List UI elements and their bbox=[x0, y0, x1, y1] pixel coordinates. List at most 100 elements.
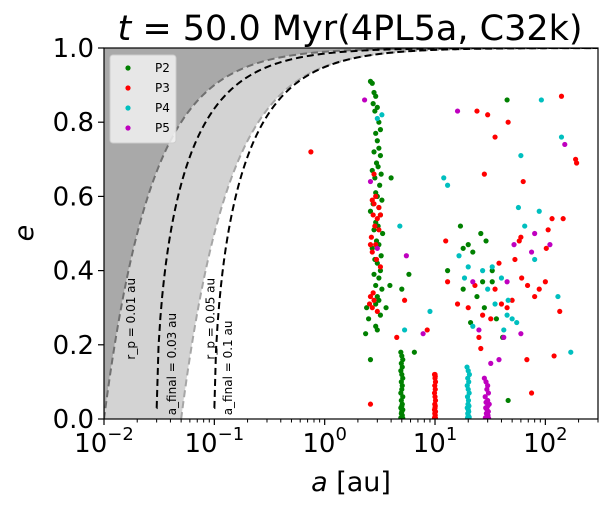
point-P4 bbox=[374, 115, 380, 122]
x-tick-label: 100 bbox=[302, 424, 347, 459]
point-P3 bbox=[524, 357, 530, 363]
point-P3 bbox=[542, 279, 548, 285]
y-axis: 0.0 0.2 0.4 0.6 0.8 1.0 bbox=[53, 34, 104, 435]
point-P4 bbox=[501, 327, 507, 333]
y-tick-label: 0.8 bbox=[53, 108, 94, 138]
point-P2 bbox=[460, 286, 466, 292]
point-P3 bbox=[373, 193, 379, 199]
point-P2 bbox=[373, 93, 379, 99]
point-P3 bbox=[549, 216, 555, 222]
point-P4 bbox=[489, 264, 495, 270]
point-P2 bbox=[478, 230, 484, 237]
point-P4 bbox=[505, 297, 511, 303]
point-P5 bbox=[374, 245, 380, 251]
point-P5 bbox=[518, 331, 524, 337]
point-P3 bbox=[560, 216, 566, 222]
point-P3 bbox=[557, 308, 563, 315]
point-P4 bbox=[509, 316, 515, 322]
point-P4 bbox=[480, 268, 486, 274]
point-P2 bbox=[377, 152, 384, 159]
point-P2 bbox=[411, 349, 417, 355]
point-P4 bbox=[538, 97, 544, 103]
y-axis-label: e bbox=[9, 225, 40, 242]
point-P3 bbox=[377, 212, 384, 218]
x-axis: 10−2 10−1 100 101 102 bbox=[74, 419, 599, 459]
curve-labels: r_p = 0.01 au r_p = 0.05 au a_final = 0.03… bbox=[124, 278, 235, 415]
point-P4 bbox=[485, 286, 491, 292]
point-P4 bbox=[401, 327, 408, 333]
point-P3 bbox=[369, 249, 375, 255]
point-P3 bbox=[492, 286, 498, 292]
point-P2 bbox=[369, 80, 375, 86]
chart-title: t = 50.0 Myr(4PL5a, C32k) bbox=[117, 9, 582, 49]
point-P3 bbox=[444, 279, 451, 285]
point-P2 bbox=[374, 104, 380, 110]
point-P3 bbox=[377, 264, 384, 270]
point-P2 bbox=[406, 271, 412, 277]
legend-marker-P5 bbox=[125, 125, 131, 131]
point-P2 bbox=[372, 108, 378, 114]
x-tick-label: 102 bbox=[523, 424, 568, 459]
x-axis-label: a [au] bbox=[311, 467, 391, 498]
point-P3 bbox=[532, 293, 538, 300]
point-P4 bbox=[427, 308, 433, 315]
point-P2 bbox=[388, 175, 394, 181]
point-P3 bbox=[369, 305, 375, 311]
point-P3 bbox=[374, 216, 380, 222]
point-P2 bbox=[377, 312, 384, 318]
point-P2 bbox=[383, 305, 389, 311]
point-P3 bbox=[394, 334, 400, 340]
point-P5 bbox=[420, 331, 426, 337]
y-tick-label: 1.0 bbox=[53, 34, 94, 64]
point-P2 bbox=[373, 130, 379, 136]
point-P2 bbox=[363, 331, 369, 337]
legend-marker-P3 bbox=[125, 85, 131, 91]
point-P2 bbox=[376, 145, 382, 151]
point-P3 bbox=[543, 245, 549, 251]
curve-label-afinal-0.1: a_final = 0.1 au bbox=[221, 321, 235, 416]
point-P2 bbox=[379, 197, 385, 203]
point-P3 bbox=[518, 234, 524, 240]
point-P2 bbox=[504, 97, 510, 103]
point-P3 bbox=[524, 282, 531, 289]
legend-label-P3: P3 bbox=[155, 81, 170, 95]
point-P2 bbox=[387, 282, 393, 289]
point-P2 bbox=[371, 271, 377, 277]
y-tick-label: 0.4 bbox=[53, 257, 94, 287]
point-P3 bbox=[551, 353, 557, 359]
point-P2 bbox=[460, 245, 466, 251]
point-P3 bbox=[505, 119, 511, 125]
point-P2 bbox=[493, 316, 499, 322]
point-P3 bbox=[476, 334, 482, 340]
x-tick-label: 10−1 bbox=[185, 424, 245, 459]
point-P2 bbox=[470, 249, 476, 255]
point-P2 bbox=[365, 316, 372, 322]
point-P3 bbox=[528, 390, 535, 396]
point-P3 bbox=[485, 112, 491, 118]
point-P2 bbox=[481, 305, 487, 311]
legend-label-P2: P2 bbox=[155, 61, 170, 75]
point-P2 bbox=[465, 242, 471, 248]
point-P5 bbox=[528, 249, 535, 255]
point-P5 bbox=[403, 253, 409, 259]
point-P4 bbox=[470, 323, 476, 329]
point-P2 bbox=[399, 286, 405, 292]
point-P3 bbox=[488, 316, 494, 322]
point-P3 bbox=[558, 93, 565, 99]
point-P2 bbox=[367, 208, 374, 214]
point-P3 bbox=[376, 204, 382, 211]
point-P4 bbox=[465, 415, 472, 419]
point-P3 bbox=[443, 238, 449, 244]
point-P4 bbox=[536, 208, 542, 214]
point-P2 bbox=[457, 223, 464, 229]
point-P4 bbox=[558, 134, 565, 140]
point-P3 bbox=[481, 171, 487, 177]
point-P4 bbox=[441, 175, 447, 181]
point-P4 bbox=[515, 204, 522, 211]
point-P3 bbox=[465, 305, 471, 311]
point-P2 bbox=[376, 275, 382, 281]
point-P5 bbox=[482, 394, 488, 400]
point-P3 bbox=[504, 305, 510, 311]
point-P3 bbox=[454, 301, 461, 307]
